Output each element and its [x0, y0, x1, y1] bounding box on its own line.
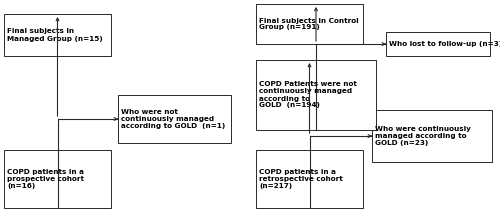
- Text: Final subjects in
Managed Group (n=15): Final subjects in Managed Group (n=15): [7, 29, 103, 42]
- Bar: [372, 110, 492, 162]
- Text: Who were not
continuously managed
according to GOLD  (n=1): Who were not continuously managed accord…: [121, 109, 225, 129]
- Text: COPD patients in a
retrospective cohort
(n=217): COPD patients in a retrospective cohort …: [259, 169, 343, 189]
- Bar: [386, 32, 490, 56]
- Text: Who lost to follow-up (n=3): Who lost to follow-up (n=3): [389, 41, 500, 47]
- Text: COPD patients in a
prospective cohort
(n=16): COPD patients in a prospective cohort (n…: [7, 169, 84, 189]
- Text: COPD Patients were not
continuously managed
according to
GOLD  (n=194): COPD Patients were not continuously mana…: [259, 82, 357, 109]
- Bar: [256, 4, 363, 44]
- Bar: [256, 150, 363, 208]
- Bar: [4, 150, 111, 208]
- Text: Final subjects in Control
Group (n=191): Final subjects in Control Group (n=191): [259, 17, 358, 30]
- Text: Who were continuously
managed according to
GOLD (n=23): Who were continuously managed according …: [375, 126, 471, 146]
- Bar: [4, 14, 111, 56]
- Bar: [256, 60, 376, 130]
- Bar: [118, 95, 231, 143]
